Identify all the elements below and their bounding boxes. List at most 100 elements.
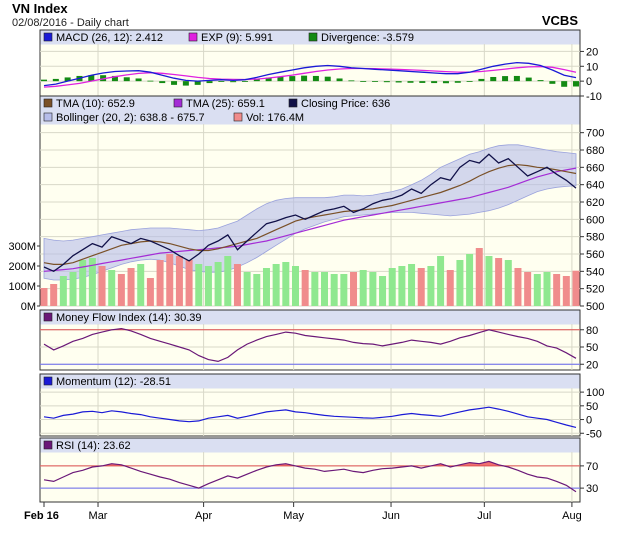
divergence-bar-39 [502, 76, 509, 82]
chart-source: VCBS [542, 13, 578, 28]
divergence-bar-26 [348, 80, 355, 82]
volume-bar-47 [495, 258, 503, 306]
divergence-bar-41 [525, 77, 532, 82]
rsi-line [43, 460, 577, 493]
divergence-bar-13 [194, 81, 201, 85]
volume-bar-43 [456, 260, 464, 306]
divergence-bar-40 [513, 75, 520, 82]
volume-bar-2 [59, 276, 67, 306]
divergence-bar-1 [52, 78, 59, 82]
price-ytick-label-7: 560 [586, 249, 604, 261]
rsi-legend-bar [40, 438, 580, 453]
price-legend-swatch-0 [43, 98, 53, 108]
volume-bar-42 [446, 270, 454, 306]
volume-bar-31 [340, 274, 348, 306]
rsi-legend-swatch-0 [43, 440, 53, 450]
volume-bar-32 [350, 272, 358, 306]
divergence-bar-30 [395, 81, 402, 83]
tma-25-line [43, 167, 577, 272]
volume-bar-19 [224, 256, 232, 306]
volume-bar-37 [398, 266, 406, 306]
volume-bar-52 [543, 272, 551, 306]
momentum-legend-label-0: Momentum (12): -28.51 [56, 376, 171, 388]
divergence-bar-9 [147, 80, 154, 82]
volume-bar-20 [233, 264, 241, 306]
volume-bar-14 [175, 256, 183, 306]
volume-tick-label-2: 100M [8, 281, 36, 293]
divergence-bar-21 [289, 76, 296, 82]
divergence-bar-11 [171, 81, 178, 85]
indicator-panels: MACD (26, 12): 2.412 EXP (9): 5.991 Diverg… [8, 29, 604, 503]
momentum-panel: Momentum (12): -28.51 100 50 0-50 [39, 373, 604, 440]
volume-bar-48 [504, 260, 512, 306]
exp-line [43, 65, 577, 88]
volume-bar-41 [437, 256, 445, 306]
price-legend-swatch-1 [173, 98, 183, 108]
volume-bar-7 [108, 270, 116, 306]
price-ytick-label-3: 640 [586, 180, 604, 192]
divergence-bar-44 [561, 81, 568, 87]
divergence-bar-31 [407, 81, 414, 83]
divergence-bar-45 [573, 81, 579, 87]
divergence-bar-42 [537, 80, 544, 82]
price-ytick-label-8: 540 [586, 266, 604, 278]
price-panel: TMA (10): 652.9 TMA (25): 659.1 Closing Pr… [8, 95, 604, 313]
volume-bar-21 [243, 272, 251, 306]
price-legend-bar [40, 96, 580, 125]
momentum-ytick-label-0: 100 [586, 387, 604, 399]
volume-bar-26 [291, 266, 299, 306]
volume-bar-25 [282, 262, 290, 306]
mfi-legend-bar [40, 310, 580, 325]
mfi-legend-swatch-0 [43, 312, 53, 322]
price-ytick-label-10: 500 [586, 301, 604, 313]
divergence-bar-33 [431, 81, 438, 84]
macd-legend-label-1: EXP (9): 5.991 [201, 32, 273, 44]
divergence-bar-28 [372, 81, 379, 82]
momentum-ytick-label-3: -50 [586, 428, 602, 440]
volume-bar-22 [253, 274, 261, 306]
divergence-bar-37 [478, 78, 485, 82]
xtick-label-6: Aug [562, 510, 582, 522]
macd-ytick-label-3: -10 [586, 91, 602, 103]
volume-tick-label-1: 200M [8, 261, 36, 273]
macd-legend-swatch-0 [43, 32, 53, 42]
divergence-bar-20 [277, 76, 284, 82]
macd-legend-swatch-2 [308, 32, 318, 42]
divergence-bar-5 [100, 75, 107, 82]
macd-ytick-label-2: 0 [586, 76, 592, 88]
volume-bar-54 [562, 276, 570, 306]
volume-bar-3 [69, 272, 77, 306]
macd-ytick-label-1: 10 [586, 61, 598, 73]
macd-panel: MACD (26, 12): 2.412 EXP (9): 5.991 Diverg… [39, 29, 602, 103]
macd-legend-label-0: MACD (26, 12): 2.412 [56, 32, 163, 44]
volume-bar-49 [514, 268, 522, 306]
divergence-bar-34 [442, 81, 449, 84]
price-legend-swatch-3 [43, 112, 53, 122]
rsi-ytick-label-0: 70 [586, 461, 598, 473]
volume-bar-18 [214, 262, 222, 306]
volume-bar-36 [388, 268, 396, 306]
x-axis: Feb 16 Mar Apr May Jun Jul Aug [24, 502, 582, 522]
divergence-bar-14 [206, 81, 213, 84]
divergence-bar-8 [135, 78, 142, 82]
momentum-ytick-label-2: 0 [586, 415, 592, 427]
volume-bar-5 [88, 258, 96, 306]
price-legend-label-4: Vol: 176.4M [246, 112, 304, 124]
volume-bar-38 [408, 264, 416, 306]
divergence-bar-2 [64, 77, 71, 82]
chart-subtitle: 02/08/2016 - Daily chart [12, 17, 129, 29]
divergence-bar-6 [111, 75, 118, 82]
volume-bar-16 [195, 264, 203, 306]
divergence-bar-25 [336, 78, 343, 82]
divergence-bar-38 [490, 76, 497, 82]
xtick-label-1: Mar [89, 510, 108, 522]
volume-bar-51 [533, 274, 541, 306]
divergence-bar-24 [324, 76, 331, 82]
volume-bar-50 [524, 272, 532, 306]
volume-bar-55 [572, 270, 580, 306]
volume-bar-17 [204, 266, 212, 306]
price-legend-label-0: TMA (10): 652.9 [56, 98, 135, 110]
divergence-bar-10 [159, 81, 166, 84]
price-legend-swatch-4 [233, 112, 243, 122]
